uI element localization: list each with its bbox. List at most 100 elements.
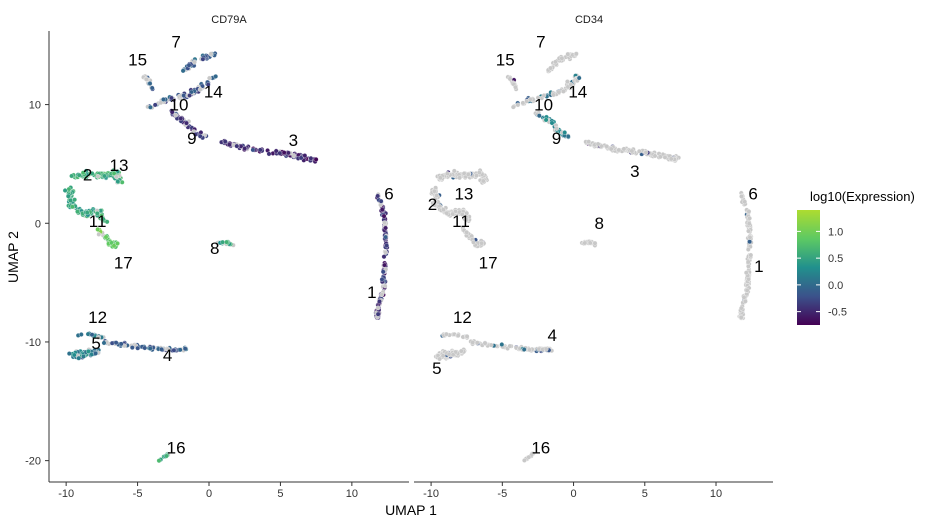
cell-point (616, 147, 622, 153)
cell-point (744, 287, 750, 293)
cell-point (480, 178, 486, 184)
cell-point (458, 348, 464, 354)
cell-point (479, 240, 484, 246)
cell-point (84, 210, 90, 216)
cell-point (437, 356, 442, 362)
cell-point (158, 100, 164, 106)
cell-point (474, 340, 480, 346)
cell-point (543, 117, 549, 123)
cell-point (562, 130, 568, 135)
cell-point (378, 198, 384, 204)
cell-point (291, 153, 297, 158)
cell-point (222, 139, 228, 144)
cell-point (488, 342, 494, 348)
cell-point (739, 305, 744, 311)
cell-point (553, 59, 558, 65)
cell-point (382, 220, 387, 226)
cell-point (738, 315, 744, 320)
cell-point (379, 207, 385, 212)
cell-point (89, 332, 95, 338)
cell-point (535, 95, 541, 101)
x-tick-label: -5 (497, 488, 507, 500)
cell-point (573, 51, 579, 57)
cell-point (208, 51, 214, 57)
cluster-label-14: 14 (204, 83, 223, 102)
cell-point (220, 239, 225, 245)
cell-point (621, 146, 627, 152)
cluster-label-2: 2 (428, 195, 437, 214)
cell-point (461, 171, 467, 176)
cell-point (383, 250, 388, 255)
cell-point (273, 148, 279, 154)
cell-point (184, 120, 189, 126)
cell-point (375, 305, 381, 311)
cell-point (149, 85, 155, 91)
x-tick-label: 0 (570, 488, 576, 500)
cluster-label-15: 15 (496, 50, 515, 69)
cell-point (745, 259, 751, 265)
legend-tick-label: 0.0 (828, 280, 843, 292)
cluster-label-12: 12 (88, 308, 107, 327)
cell-point (147, 81, 153, 86)
cell-point (308, 155, 314, 161)
cluster-labels-cd79a: 7 15 14 10 9 3 13 2 6 11 8 17 1 12 5 4 16 (83, 33, 394, 458)
cell-point (313, 157, 319, 162)
cell-point (507, 343, 513, 349)
cell-point (568, 82, 574, 87)
cell-point (135, 345, 141, 351)
cluster-label-7: 7 (171, 33, 180, 52)
cell-point (197, 87, 203, 92)
cell-point (159, 346, 164, 352)
cell-point (156, 458, 162, 464)
cell-point (668, 156, 674, 162)
cell-point (161, 97, 166, 102)
cell-point (95, 227, 101, 232)
cell-point (608, 146, 614, 152)
cell-point (72, 197, 77, 203)
cell-point (587, 240, 593, 246)
cell-point (527, 347, 532, 353)
cell-point (451, 168, 457, 174)
cell-point (446, 351, 452, 357)
legend-ticks: 1.0 0.5 0.0 -0.5 (797, 226, 847, 319)
cell-point (375, 311, 381, 317)
cell-point (147, 346, 153, 351)
cell-point (379, 277, 385, 282)
cell-point (103, 234, 109, 240)
legend-tick-label: 0.5 (828, 253, 843, 265)
cell-point (86, 349, 91, 354)
cell-point (177, 347, 183, 353)
cell-point (465, 172, 471, 177)
cell-point (102, 173, 107, 179)
cell-point (510, 104, 516, 110)
cell-point (551, 92, 556, 98)
cell-point (507, 76, 513, 82)
cell-point (266, 151, 272, 157)
cell-point (377, 299, 382, 304)
cell-point (118, 341, 124, 347)
panel-title-cd79a: CD79A (211, 14, 247, 26)
cell-point (652, 153, 658, 159)
cell-point (302, 153, 308, 158)
cell-point (165, 346, 171, 352)
cell-point (586, 139, 592, 145)
cell-point (298, 155, 304, 161)
panel-cd34: CD34 7 15 14 10 9 3 6 13 2 8 11 17 1 12 4 5 16 (428, 14, 764, 463)
x-tick-label: -10 (58, 488, 74, 500)
cell-point (89, 171, 95, 176)
cell-point (101, 340, 107, 346)
cell-point (745, 247, 751, 252)
cell-point (746, 264, 751, 269)
cell-point (434, 193, 439, 198)
cell-point (171, 347, 177, 353)
cell-point (75, 209, 80, 214)
cell-point (559, 55, 565, 61)
legend: log10(Expression) 1.0 0.5 0.0 -0.5 (797, 189, 915, 325)
cell-point (250, 147, 256, 153)
cluster-label-11: 11 (89, 212, 107, 231)
cell-point (441, 207, 446, 213)
cell-point (213, 74, 219, 79)
cell-point (636, 148, 642, 154)
cell-point (459, 212, 465, 217)
cluster-label-16: 16 (531, 439, 550, 458)
